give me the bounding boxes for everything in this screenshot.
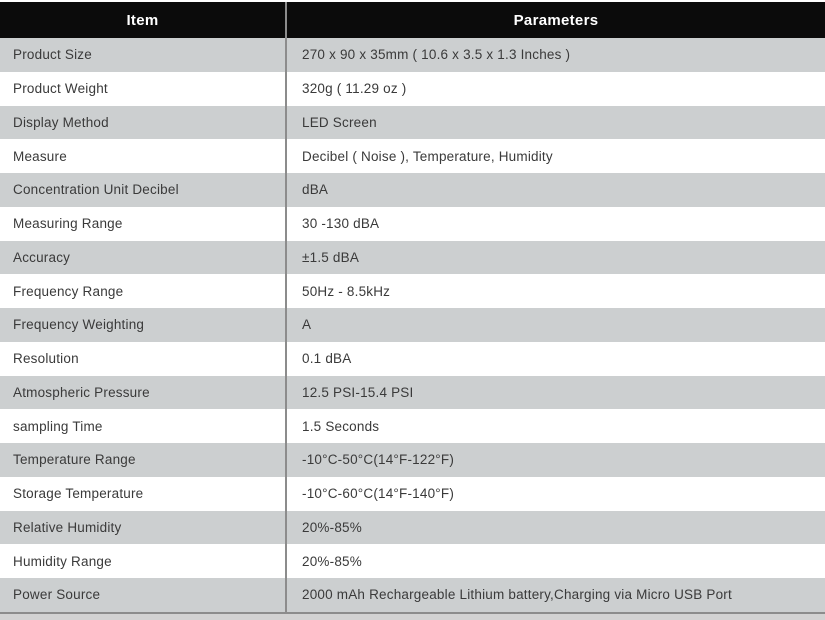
item-label: Temperature Range	[13, 452, 136, 468]
item-label: Frequency Weighting	[13, 317, 145, 333]
item-label: Measure	[13, 148, 67, 164]
table-row-relative-humidity: Relative Humidity 20%-85%	[0, 510, 825, 545]
parameter-value: 270 x 90 x 35mm ( 10.6 x 3.5 x 1.3 Inche…	[285, 38, 825, 72]
table-row-temperature-range: Temperature Range -10°C-50°C(14°F-122°F)	[0, 443, 825, 477]
item-label: Humidity Range	[13, 553, 112, 569]
table-header-parameters: Parameters	[285, 2, 825, 38]
table-row-humidity-range: Humidity Range 20%-85%	[0, 544, 825, 578]
parameter-value: 30 -130 dBA	[285, 206, 825, 241]
table-row-concentration-unit: Concentration Unit Decibel dBA	[0, 173, 825, 207]
item-label: Atmospheric Pressure	[13, 384, 150, 400]
parameter-value: LED Screen	[285, 105, 825, 140]
parameter-value: 20%-85%	[285, 544, 825, 578]
item-label: Product Weight	[13, 81, 108, 97]
item-label: Relative Humidity	[13, 519, 122, 535]
item-label: Product Size	[13, 47, 92, 63]
parameter-value: dBA	[285, 173, 825, 207]
parameter-value: 50Hz - 8.5kHz	[285, 274, 825, 308]
table-row-frequency-range: Frequency Range 50Hz - 8.5kHz	[0, 274, 825, 308]
table-header-item: Item	[126, 11, 159, 29]
table-header-row: Item Parameters	[0, 2, 825, 38]
table-bottom-shadow-strip	[0, 613, 825, 620]
table-row-measure: Measure Decibel ( Noise ), Temperature, …	[0, 139, 825, 173]
table-row-product-weight: Product Weight 320g ( 11.29 oz )	[0, 71, 825, 106]
item-label: Storage Temperature	[13, 486, 144, 502]
table-row-resolution: Resolution 0.1 dBA	[0, 341, 825, 376]
parameter-value: ±1.5 dBA	[285, 240, 825, 275]
item-label: Accuracy	[13, 249, 71, 265]
parameter-value: -10°C-60°C(14°F-140°F)	[285, 476, 825, 511]
parameter-value: 12.5 PSI-15.4 PSI	[285, 375, 825, 410]
table-row-sampling-time: sampling Time 1.5 Seconds	[0, 409, 825, 443]
parameter-value: 2000 mAh Rechargeable Lithium battery,Ch…	[285, 578, 825, 612]
table-row-frequency-weighting: Frequency Weighting A	[0, 308, 825, 342]
table-row-atmospheric-pressure: Atmospheric Pressure 12.5 PSI-15.4 PSI	[0, 375, 825, 410]
table-row-display-method: Display Method LED Screen	[0, 105, 825, 140]
table-row-accuracy: Accuracy ±1.5 dBA	[0, 240, 825, 275]
item-label: Display Method	[13, 114, 109, 130]
item-label: Power Source	[13, 587, 101, 603]
item-label: Frequency Range	[13, 283, 124, 299]
parameter-value: 320g ( 11.29 oz )	[285, 71, 825, 106]
table-row-measuring-range: Measuring Range 30 -130 dBA	[0, 206, 825, 241]
item-label: sampling Time	[13, 418, 103, 434]
parameter-value: 20%-85%	[285, 510, 825, 545]
table-bottom-border-line	[0, 611, 825, 614]
table-row-power-source: Power Source 2000 mAh Rechargeable Lithi…	[0, 578, 825, 612]
parameter-value: 0.1 dBA	[285, 341, 825, 376]
item-label: Concentration Unit Decibel	[13, 182, 179, 198]
table-row-storage-temperature: Storage Temperature -10°C-60°C(14°F-140°…	[0, 476, 825, 511]
parameter-value: Decibel ( Noise ), Temperature, Humidity	[285, 139, 825, 173]
parameter-value: 1.5 Seconds	[285, 409, 825, 443]
parameter-value: -10°C-50°C(14°F-122°F)	[285, 443, 825, 477]
parameter-value: A	[285, 308, 825, 342]
item-label: Resolution	[13, 351, 79, 367]
item-label: Measuring Range	[13, 216, 123, 232]
table-row-product-size: Product Size 270 x 90 x 35mm ( 10.6 x 3.…	[0, 38, 825, 72]
